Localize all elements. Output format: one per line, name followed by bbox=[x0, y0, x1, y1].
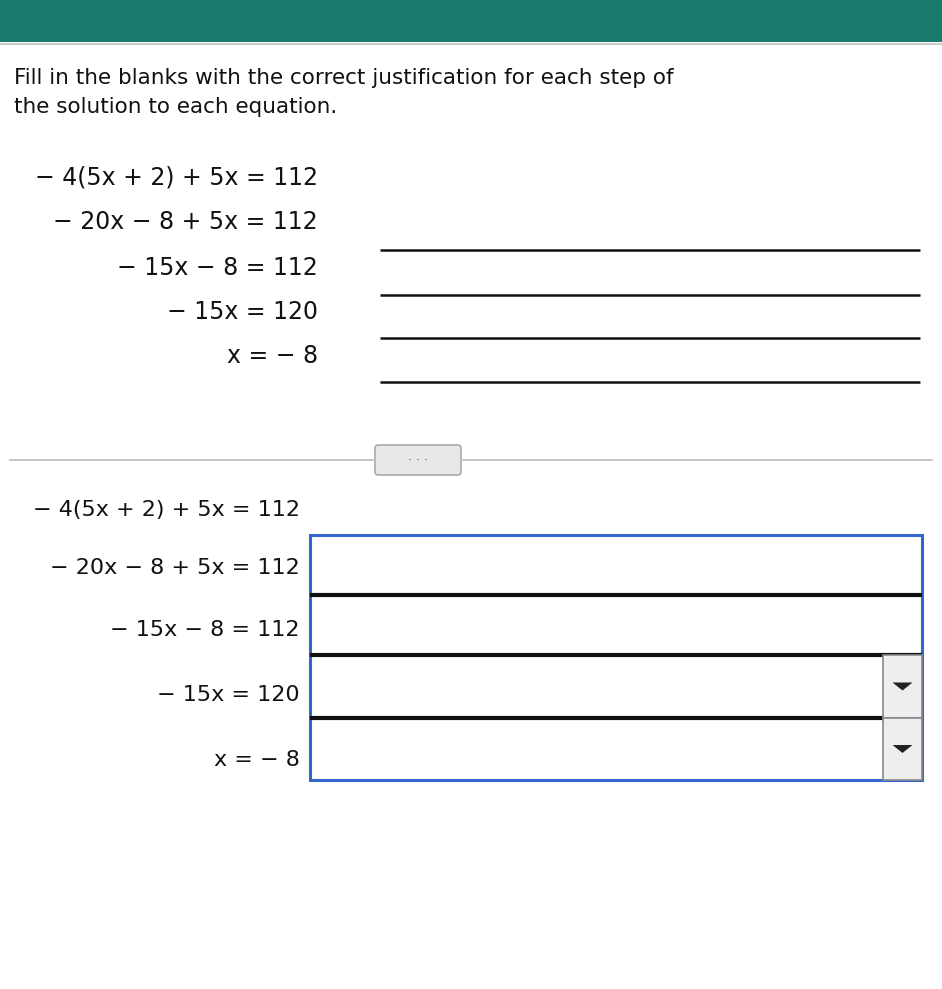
Text: − 20x − 8 + 5x = 112: − 20x − 8 + 5x = 112 bbox=[54, 210, 318, 234]
Bar bbox=[883, 655, 922, 718]
Text: − 4(5x + 2) + 5x = 112: − 4(5x + 2) + 5x = 112 bbox=[35, 166, 318, 190]
Bar bbox=[883, 718, 922, 780]
Bar bbox=[0, 0, 942, 42]
FancyBboxPatch shape bbox=[375, 445, 461, 475]
Text: − 15x − 8 = 112: − 15x − 8 = 112 bbox=[117, 256, 318, 280]
Bar bbox=[310, 535, 922, 780]
Polygon shape bbox=[892, 745, 913, 753]
Text: − 15x = 120: − 15x = 120 bbox=[167, 300, 318, 324]
Text: − 15x − 8 = 112: − 15x − 8 = 112 bbox=[110, 620, 300, 640]
Polygon shape bbox=[892, 682, 913, 690]
Text: x = − 8: x = − 8 bbox=[227, 344, 318, 368]
Text: − 4(5x + 2) + 5x = 112: − 4(5x + 2) + 5x = 112 bbox=[33, 500, 300, 520]
Text: − 15x = 120: − 15x = 120 bbox=[157, 685, 300, 705]
Text: − 20x − 8 + 5x = 112: − 20x − 8 + 5x = 112 bbox=[50, 558, 300, 578]
Text: · · ·: · · · bbox=[408, 454, 428, 467]
Text: x = − 8: x = − 8 bbox=[214, 750, 300, 770]
Text: Fill in the blanks with the correct justification for each step of
the solution : Fill in the blanks with the correct just… bbox=[14, 68, 674, 117]
